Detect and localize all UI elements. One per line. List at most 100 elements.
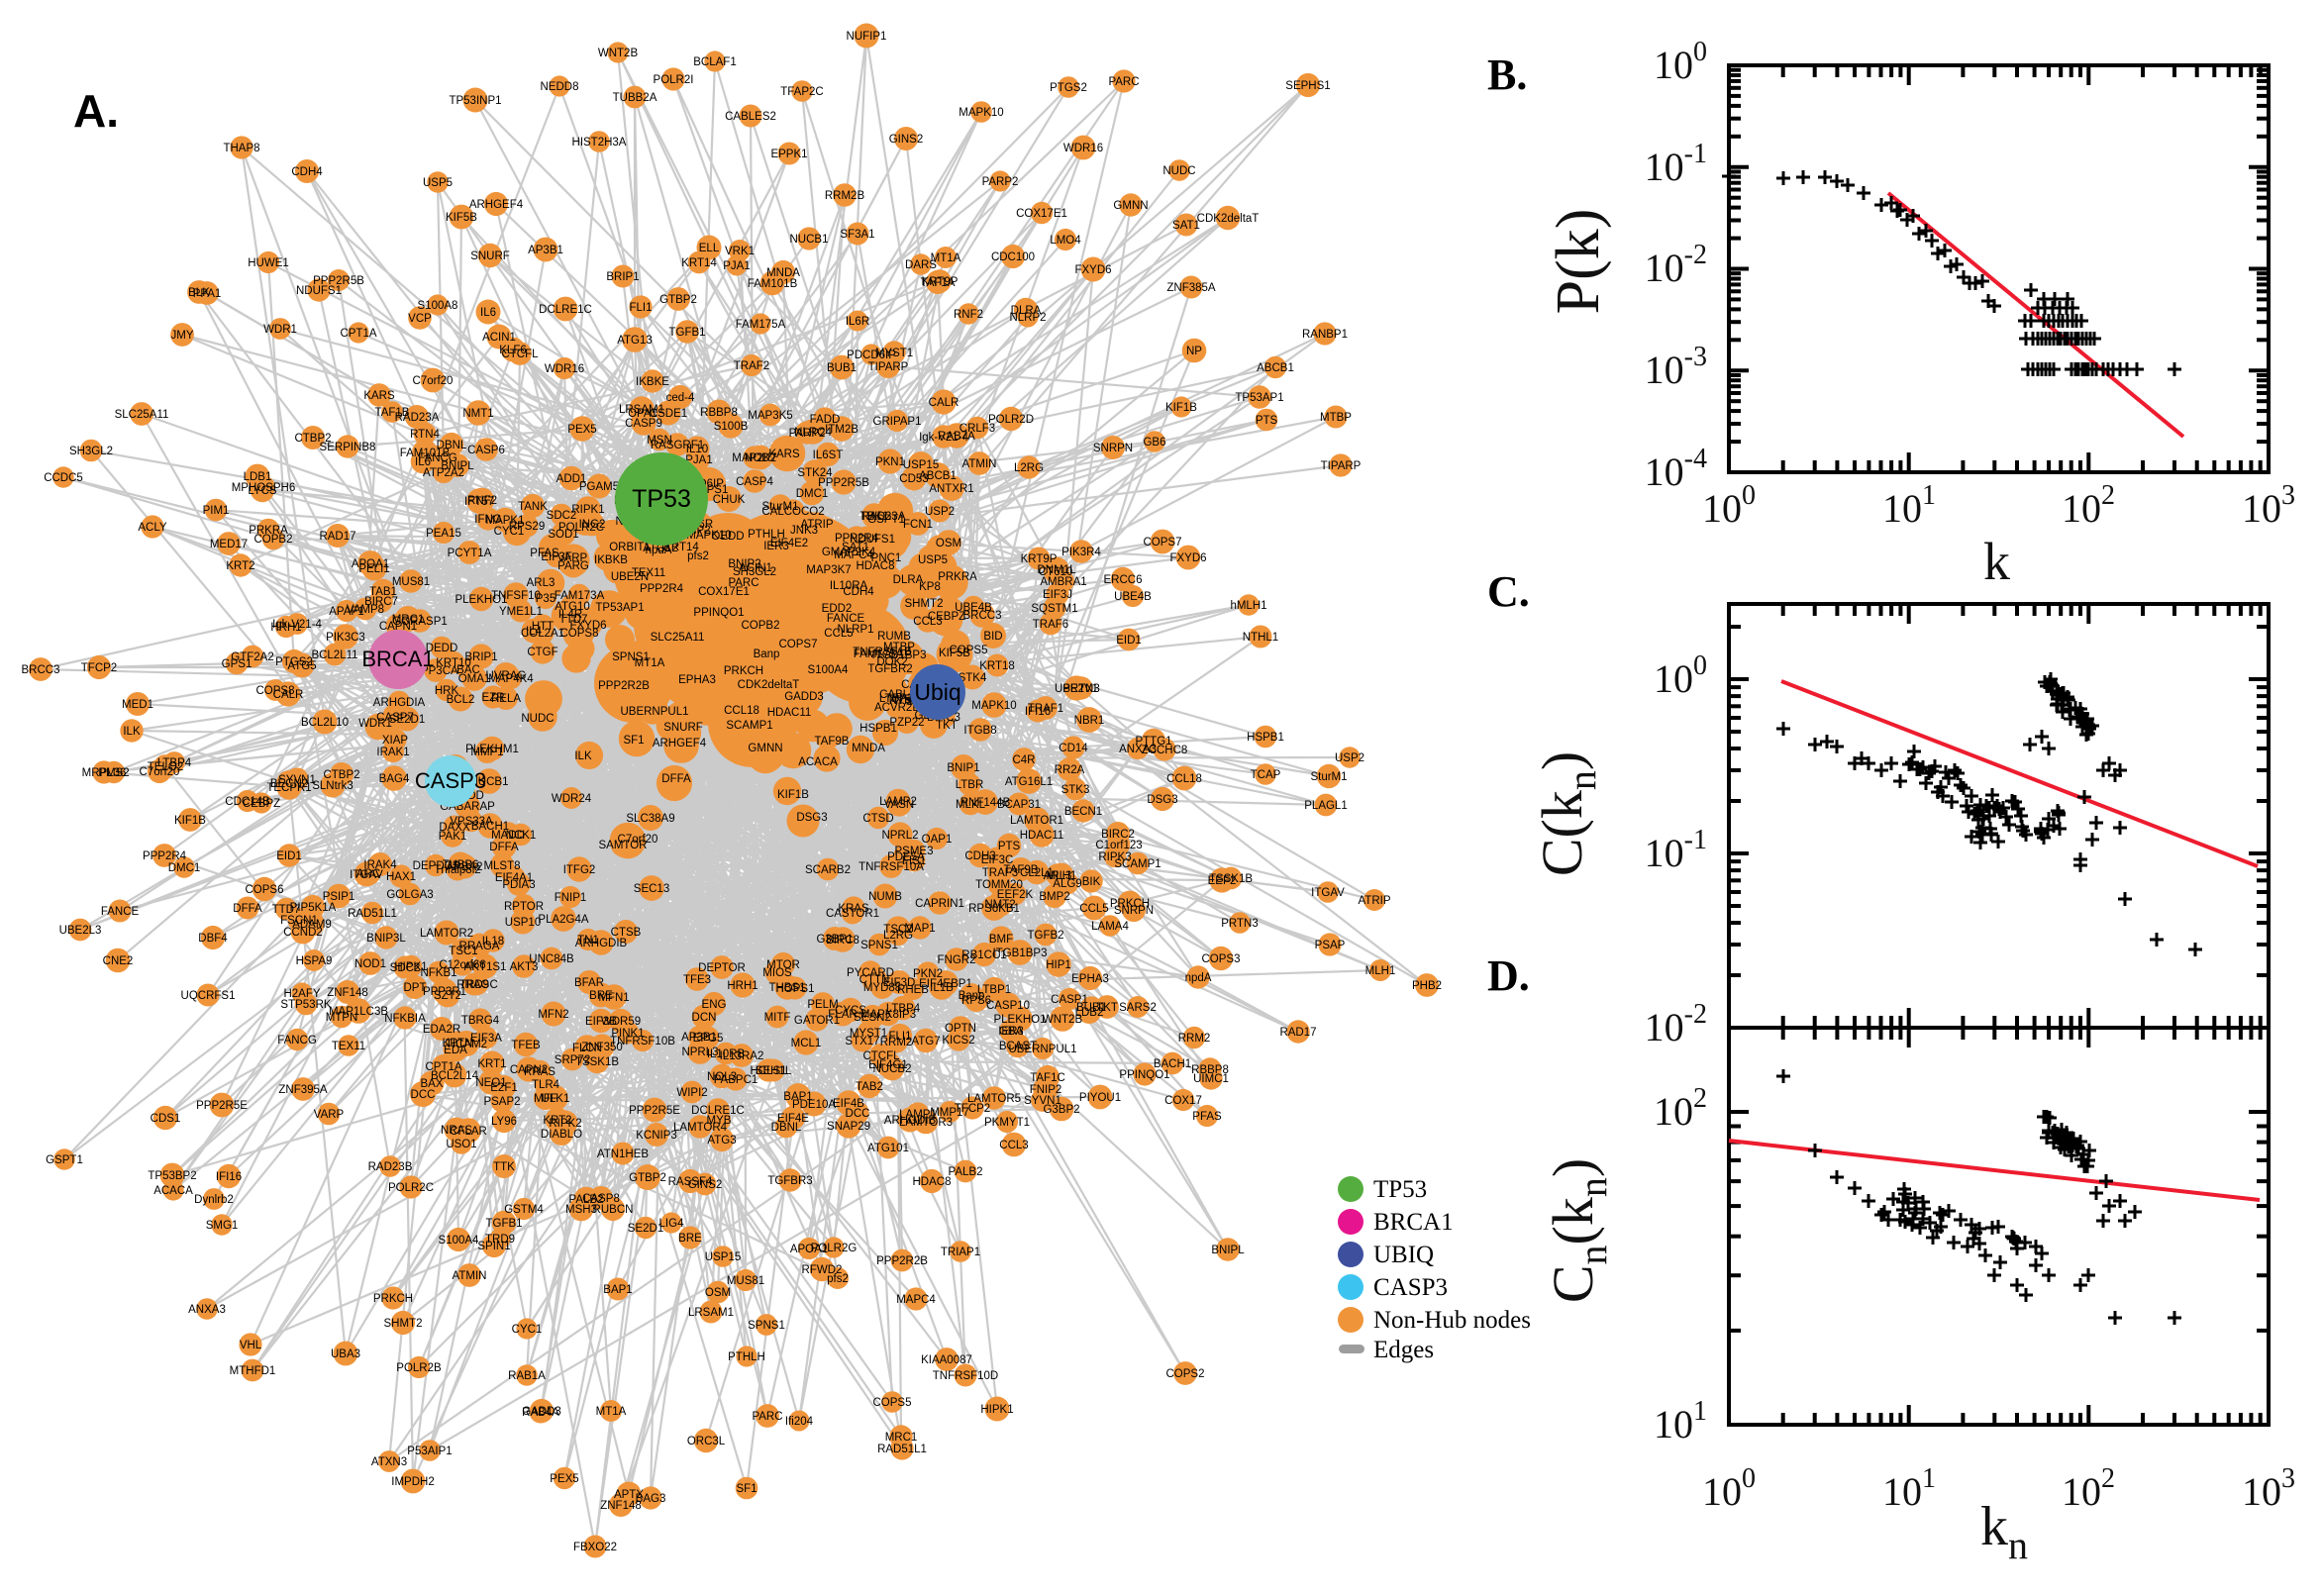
svg-text:RASGRF1: RASGRF1 xyxy=(651,440,704,451)
svg-text:EIF4A1: EIF4A1 xyxy=(495,872,533,884)
svg-text:MMP17: MMP17 xyxy=(930,1107,969,1119)
svg-text:MAPK10: MAPK10 xyxy=(971,700,1016,712)
svg-text:MAPK8IP3: MAPK8IP3 xyxy=(860,1009,916,1021)
svg-text:MLST8: MLST8 xyxy=(483,860,520,872)
svg-text:PARC: PARC xyxy=(752,1411,782,1423)
svg-text:COPS2: COPS2 xyxy=(1166,1368,1205,1380)
svg-text:FANCE: FANCE xyxy=(827,613,865,625)
svg-text:PIP5K1A: PIP5K1A xyxy=(290,902,337,914)
svg-text:CCL5: CCL5 xyxy=(1079,903,1108,915)
svg-text:TRIAP1: TRIAP1 xyxy=(941,1247,980,1258)
svg-text:SCARB2: SCARB2 xyxy=(805,864,851,876)
svg-text:L2RG: L2RG xyxy=(883,930,913,942)
svg-text:MSH3: MSH3 xyxy=(565,1204,597,1216)
svg-text:ITGB1BP3: ITGB1BP3 xyxy=(872,649,927,661)
svg-text:TBRG4: TBRG4 xyxy=(461,1015,500,1027)
svg-text:BAC: BAC xyxy=(456,664,480,676)
svg-text:SPNS1: SPNS1 xyxy=(860,940,898,951)
svg-text:TECPR1: TECPR1 xyxy=(266,782,311,794)
svg-text:RFWD2: RFWD2 xyxy=(802,1264,843,1276)
svg-text:ATN1HEB: ATN1HEB xyxy=(597,1148,650,1160)
svg-text:VHL: VHL xyxy=(240,1340,262,1351)
svg-text:MED17: MED17 xyxy=(210,539,248,550)
svg-text:CCL3: CCL3 xyxy=(913,616,942,628)
svg-text:PLA2G4A: PLA2G4A xyxy=(538,914,588,926)
svg-text:TKT: TKT xyxy=(936,720,958,732)
svg-text:LDB1: LDB1 xyxy=(244,471,272,483)
svg-text:ZNF148: ZNF148 xyxy=(600,1500,642,1512)
svg-text:BAG3: BAG3 xyxy=(636,1493,666,1505)
svg-text:ANXA3: ANXA3 xyxy=(1119,744,1157,755)
svg-text:RAB4A: RAB4A xyxy=(522,1407,559,1419)
svg-text:EEF2: EEF2 xyxy=(1208,875,1237,887)
svg-text:LYCS: LYCS xyxy=(248,485,277,497)
svg-text:YME1L1: YME1L1 xyxy=(499,606,543,618)
svg-text:RAB7A: RAB7A xyxy=(938,431,975,443)
svg-text:APOA1: APOA1 xyxy=(352,558,389,570)
svg-text:APBA2: APBA2 xyxy=(446,861,482,873)
svg-text:KARS: KARS xyxy=(363,390,395,402)
svg-text:PTS: PTS xyxy=(998,841,1021,852)
svg-text:Igk-V21-4: Igk-V21-4 xyxy=(919,432,968,444)
svg-text:KLF6: KLF6 xyxy=(499,345,527,356)
svg-text:GSPT1: GSPT1 xyxy=(46,1154,83,1166)
svg-text:SCAMP1: SCAMP1 xyxy=(1114,858,1161,870)
svg-text:MLH1: MLH1 xyxy=(1047,870,1077,882)
svg-text:ACIN1: ACIN1 xyxy=(739,562,772,574)
svg-text:DMC1: DMC1 xyxy=(168,862,201,874)
svg-text:PRKRA: PRKRA xyxy=(938,571,977,583)
svg-text:BLK: BLK xyxy=(188,287,210,299)
svg-text:CASP10: CASP10 xyxy=(986,1000,1030,1012)
svg-text:NUDC: NUDC xyxy=(1162,165,1195,177)
svg-text:BMF: BMF xyxy=(989,934,1013,946)
svg-text:ARHGEF4: ARHGEF4 xyxy=(469,199,524,211)
svg-text:WDR59: WDR59 xyxy=(601,1016,641,1028)
svg-text:EDA: EDA xyxy=(444,1045,467,1056)
svg-text:STP53RK: STP53RK xyxy=(280,999,331,1011)
svg-text:IL1B: IL1B xyxy=(930,982,954,994)
svg-text:RASSF4: RASSF4 xyxy=(668,1176,713,1188)
svg-text:SturM1: SturM1 xyxy=(761,501,798,513)
svg-text:ELL: ELL xyxy=(699,243,720,254)
svg-text:COPS3: COPS3 xyxy=(1202,953,1241,965)
svg-text:RRM2: RRM2 xyxy=(880,1037,913,1048)
svg-text:BCL2: BCL2 xyxy=(447,694,475,706)
svg-text:COPS5: COPS5 xyxy=(873,1397,912,1409)
svg-text:KIF5B: KIF5B xyxy=(939,648,970,659)
svg-text:USO1: USO1 xyxy=(446,1139,476,1150)
svg-text:TANK: TANK xyxy=(518,501,548,513)
svg-text:NPRL2: NPRL2 xyxy=(881,830,918,842)
svg-text:PIK3R4: PIK3R4 xyxy=(1061,547,1101,558)
svg-text:S100B: S100B xyxy=(714,421,749,433)
svg-text:KRT9P: KRT9P xyxy=(1021,553,1058,565)
svg-text:SCAMP1: SCAMP1 xyxy=(726,720,772,732)
svg-text:C4R: C4R xyxy=(1012,754,1035,766)
svg-text:IMPDH2: IMPDH2 xyxy=(391,1476,434,1488)
svg-text:BIRC7: BIRC7 xyxy=(364,596,398,608)
svg-text:CASP4: CASP4 xyxy=(736,476,773,488)
svg-text:EIF3B: EIF3B xyxy=(585,1016,617,1028)
svg-text:DFFA: DFFA xyxy=(489,842,519,853)
svg-text:RUMB: RUMB xyxy=(877,631,911,643)
svg-text:LY96: LY96 xyxy=(491,1116,517,1128)
svg-text:RR2A: RR2A xyxy=(1055,764,1085,776)
svg-text:ITM2B: ITM2B xyxy=(825,424,858,436)
svg-text:APAF1: APAF1 xyxy=(329,606,364,618)
svg-text:MAP1LC3B: MAP1LC3B xyxy=(329,1006,388,1018)
svg-text:PZP22: PZP22 xyxy=(889,717,924,729)
svg-text:NRAS: NRAS xyxy=(441,1125,472,1137)
svg-text:SNAP29: SNAP29 xyxy=(827,1121,870,1133)
svg-text:SEC13: SEC13 xyxy=(634,883,669,895)
svg-text:MFN2: MFN2 xyxy=(538,1009,568,1021)
svg-text:TN1: TN1 xyxy=(577,935,599,947)
svg-text:FANCG: FANCG xyxy=(277,1035,317,1047)
svg-text:LAMTOR3: LAMTOR3 xyxy=(899,1117,953,1129)
svg-text:CASP8: CASP8 xyxy=(582,1193,620,1205)
svg-text:TNFRSF1B: TNFRSF1B xyxy=(853,647,912,658)
svg-text:CL2L1: CL2L1 xyxy=(1020,867,1054,879)
svg-text:CASP7: CASP7 xyxy=(376,712,414,724)
svg-text:HSPA9: HSPA9 xyxy=(296,955,333,967)
svg-text:C12orf66: C12orf66 xyxy=(439,959,485,971)
svg-text:RAD23A: RAD23A xyxy=(861,511,906,523)
svg-text:B.: B. xyxy=(1487,50,1527,99)
